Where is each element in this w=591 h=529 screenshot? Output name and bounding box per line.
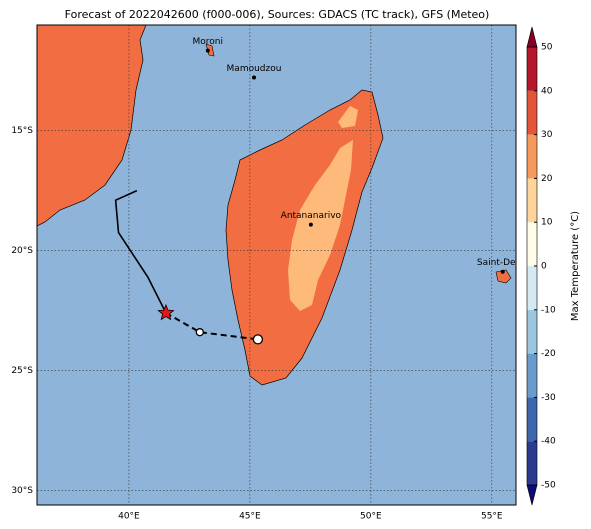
map-area: Moroni Mamoudzou Antananarivo Saint-Denis xyxy=(37,25,529,505)
colorbar-tick-label: -40 xyxy=(541,437,556,447)
colorbar-segment xyxy=(527,134,537,179)
colorbar-tick-label: 10 xyxy=(541,218,553,228)
colorbar-segment xyxy=(527,397,537,442)
x-tick-label: 45°E xyxy=(239,512,261,522)
current-position xyxy=(157,303,175,321)
colorbar-segment xyxy=(527,47,537,91)
grid xyxy=(37,25,516,505)
colorbar-segment xyxy=(527,90,537,135)
map-frame xyxy=(36,24,517,506)
colorbar-tick-label: 0 xyxy=(541,262,547,272)
city-dot xyxy=(308,222,313,227)
colorbar-tick-label: -30 xyxy=(541,393,556,403)
colorbar-over xyxy=(526,26,538,48)
highlands-north xyxy=(338,106,358,128)
colorbar: -50 -40 -30 -20 -10 0 10 20 30 40 50 xyxy=(526,26,556,506)
marks: Moroni Mamoudzou Antananarivo Saint-Denis xyxy=(114,37,529,345)
chart-title: Forecast of 2022042600 (f000-006), Sourc… xyxy=(65,8,490,21)
mainland-africa xyxy=(37,25,147,227)
colorbar-tick-label: 30 xyxy=(541,130,553,140)
forecast-end xyxy=(252,334,264,345)
colorbar-segment xyxy=(527,266,537,310)
x-tick-label: 55°E xyxy=(481,512,503,522)
colorbar-tick-label: -10 xyxy=(541,305,556,315)
y-tick-label: 25°S xyxy=(11,366,33,376)
reunion xyxy=(495,269,512,284)
y-tick-label: 30°S xyxy=(11,486,33,496)
city-dot xyxy=(252,75,257,80)
city-label: Moroni xyxy=(193,37,224,47)
highlands xyxy=(288,140,353,311)
cyclone-symbol xyxy=(195,328,204,337)
colorbar-segment xyxy=(527,309,537,354)
colorbar-label: Max Temperature (°C) xyxy=(570,211,581,321)
track-line xyxy=(114,189,167,314)
city-dot xyxy=(205,48,210,53)
colorbar-segment xyxy=(527,222,537,266)
colorbar-segment xyxy=(527,353,537,398)
city-label: Mamoudzou xyxy=(227,64,282,74)
colorbar-under xyxy=(526,484,538,506)
y-tick-label: 20°S xyxy=(11,246,33,256)
colorbar-segment xyxy=(527,441,537,485)
colorbar-tick-label: 50 xyxy=(541,43,553,53)
y-tick-label: 15°S xyxy=(11,126,33,136)
x-tick-label: 50°E xyxy=(360,512,382,522)
city-label: Antananarivo xyxy=(281,211,342,221)
city-dot xyxy=(500,269,505,274)
colorbar-tick-label: -50 xyxy=(541,481,556,491)
colorbar-segment xyxy=(527,178,537,223)
colorbar-tick-label: -20 xyxy=(541,349,556,359)
colorbar-tick-label: 40 xyxy=(541,86,553,96)
city-label: Saint-Denis xyxy=(477,258,529,268)
x-tick-label: 40°E xyxy=(118,512,140,522)
forecast-line xyxy=(165,312,258,341)
colorbar-tick-label: 20 xyxy=(541,174,553,184)
